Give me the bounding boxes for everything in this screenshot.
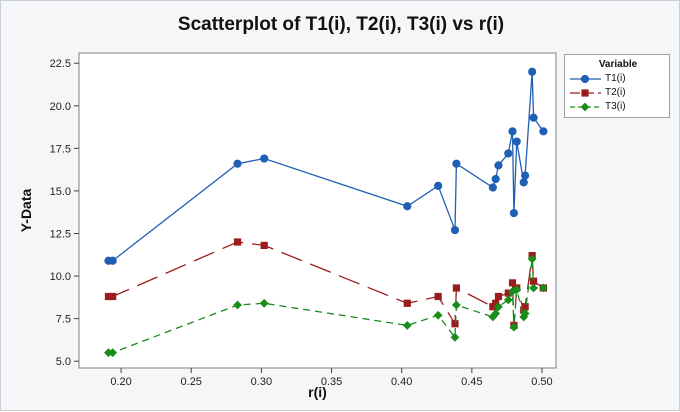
legend-swatch-t1 bbox=[570, 74, 601, 84]
plot-area bbox=[78, 52, 557, 369]
data-point-t1 bbox=[519, 178, 528, 187]
y-tick-label: 15.0 bbox=[50, 186, 71, 198]
data-point-t2 bbox=[504, 289, 512, 297]
data-point-t3 bbox=[259, 298, 269, 308]
chart-title: Scatterplot of T1(i), T2(i), T3(i) vs r(… bbox=[177, 14, 505, 35]
data-point-t3 bbox=[233, 300, 242, 310]
y-tick-label: 17.5 bbox=[50, 143, 71, 155]
data-point-t3 bbox=[529, 283, 538, 293]
data-point-t2 bbox=[508, 279, 517, 287]
data-point-t3 bbox=[520, 309, 530, 318]
legend-item-t3: T3(i) bbox=[569, 101, 669, 113]
data-point-t3 bbox=[503, 295, 513, 305]
data-point-t3 bbox=[451, 300, 461, 310]
legend: Variable T1(i) T2(i) T3(i) bbox=[564, 54, 670, 118]
data-point-t3 bbox=[402, 321, 412, 330]
data-point-t1 bbox=[529, 113, 538, 122]
data-point-t2 bbox=[109, 292, 117, 301]
data-point-t1 bbox=[509, 208, 519, 218]
y-axis-label: Y-Data bbox=[18, 189, 34, 233]
y-tick-label: 12.5 bbox=[50, 228, 71, 240]
data-point-t1 bbox=[450, 225, 460, 235]
data-point-t3 bbox=[108, 348, 118, 358]
legend-swatch-t3 bbox=[570, 102, 601, 112]
data-point-t2 bbox=[434, 292, 442, 301]
data-point-t2 bbox=[403, 299, 411, 307]
legend-item-t2: T2(i) bbox=[569, 87, 669, 99]
data-point-t1 bbox=[233, 159, 242, 168]
data-point-t1 bbox=[403, 202, 412, 211]
data-point-t2 bbox=[233, 238, 242, 246]
data-point-t3 bbox=[527, 254, 537, 264]
data-point-t2 bbox=[529, 277, 538, 285]
data-point-t2 bbox=[494, 292, 503, 301]
y-tick-label: 10.0 bbox=[50, 271, 71, 283]
legend-marker-t1 bbox=[580, 74, 590, 84]
y-tick-label: 5.0 bbox=[56, 356, 71, 368]
x-tick-label: 0.45 bbox=[461, 376, 482, 388]
x-tick-label: 0.20 bbox=[110, 376, 131, 388]
legend-label-t2: T2(i) bbox=[605, 87, 626, 98]
data-point-t1 bbox=[494, 161, 503, 170]
legend-title: Variable bbox=[598, 59, 638, 70]
data-point-t1 bbox=[108, 256, 117, 265]
x-tick-label: 0.35 bbox=[321, 376, 342, 388]
legend-label-t1: T1(i) bbox=[605, 73, 626, 84]
data-point-t1 bbox=[488, 183, 497, 192]
data-point-t1 bbox=[528, 67, 537, 76]
data-point-t3 bbox=[512, 285, 522, 295]
data-point-t3 bbox=[450, 332, 460, 342]
legend-swatch-t2 bbox=[570, 89, 601, 97]
data-point-t1 bbox=[512, 137, 521, 146]
legend-marker-t3 bbox=[580, 102, 590, 112]
data-point-t1 bbox=[491, 174, 500, 184]
data-point-t2 bbox=[521, 303, 529, 311]
data-point-t1 bbox=[260, 154, 269, 163]
y-tick-label: 20.0 bbox=[50, 101, 71, 113]
series-t1 bbox=[104, 67, 548, 265]
legend-label-t3: T3(i) bbox=[605, 101, 626, 112]
data-point-t1 bbox=[452, 159, 461, 168]
data-point-t1 bbox=[521, 171, 530, 180]
data-point-t3 bbox=[509, 322, 519, 332]
data-point-t1 bbox=[434, 181, 443, 190]
legend-item-t1: T1(i) bbox=[569, 73, 669, 85]
data-point-t3 bbox=[538, 283, 548, 293]
data-point-t2 bbox=[452, 284, 460, 292]
x-tick-label: 0.30 bbox=[251, 376, 272, 388]
x-tick-label: 0.50 bbox=[531, 376, 552, 388]
data-point-t2 bbox=[104, 292, 113, 301]
data-point-t3 bbox=[491, 309, 501, 318]
x-axis-label: r(i) bbox=[308, 384, 327, 400]
y-tick-label: 22.5 bbox=[50, 58, 71, 70]
x-tick-label: 0.40 bbox=[391, 376, 412, 388]
legend-marker-t2 bbox=[581, 89, 589, 97]
series-t3 bbox=[104, 254, 548, 358]
data-point-t2 bbox=[260, 241, 268, 250]
data-point-t3 bbox=[494, 302, 503, 312]
x-tick-label: 0.25 bbox=[181, 376, 202, 388]
data-point-t2 bbox=[451, 320, 459, 328]
data-point-t1 bbox=[504, 149, 513, 158]
data-point-t1 bbox=[508, 127, 517, 136]
data-point-t1 bbox=[539, 127, 548, 136]
data-point-t2 bbox=[492, 299, 500, 307]
y-tick-label: 7.5 bbox=[56, 314, 71, 326]
data-point-t3 bbox=[433, 310, 443, 320]
